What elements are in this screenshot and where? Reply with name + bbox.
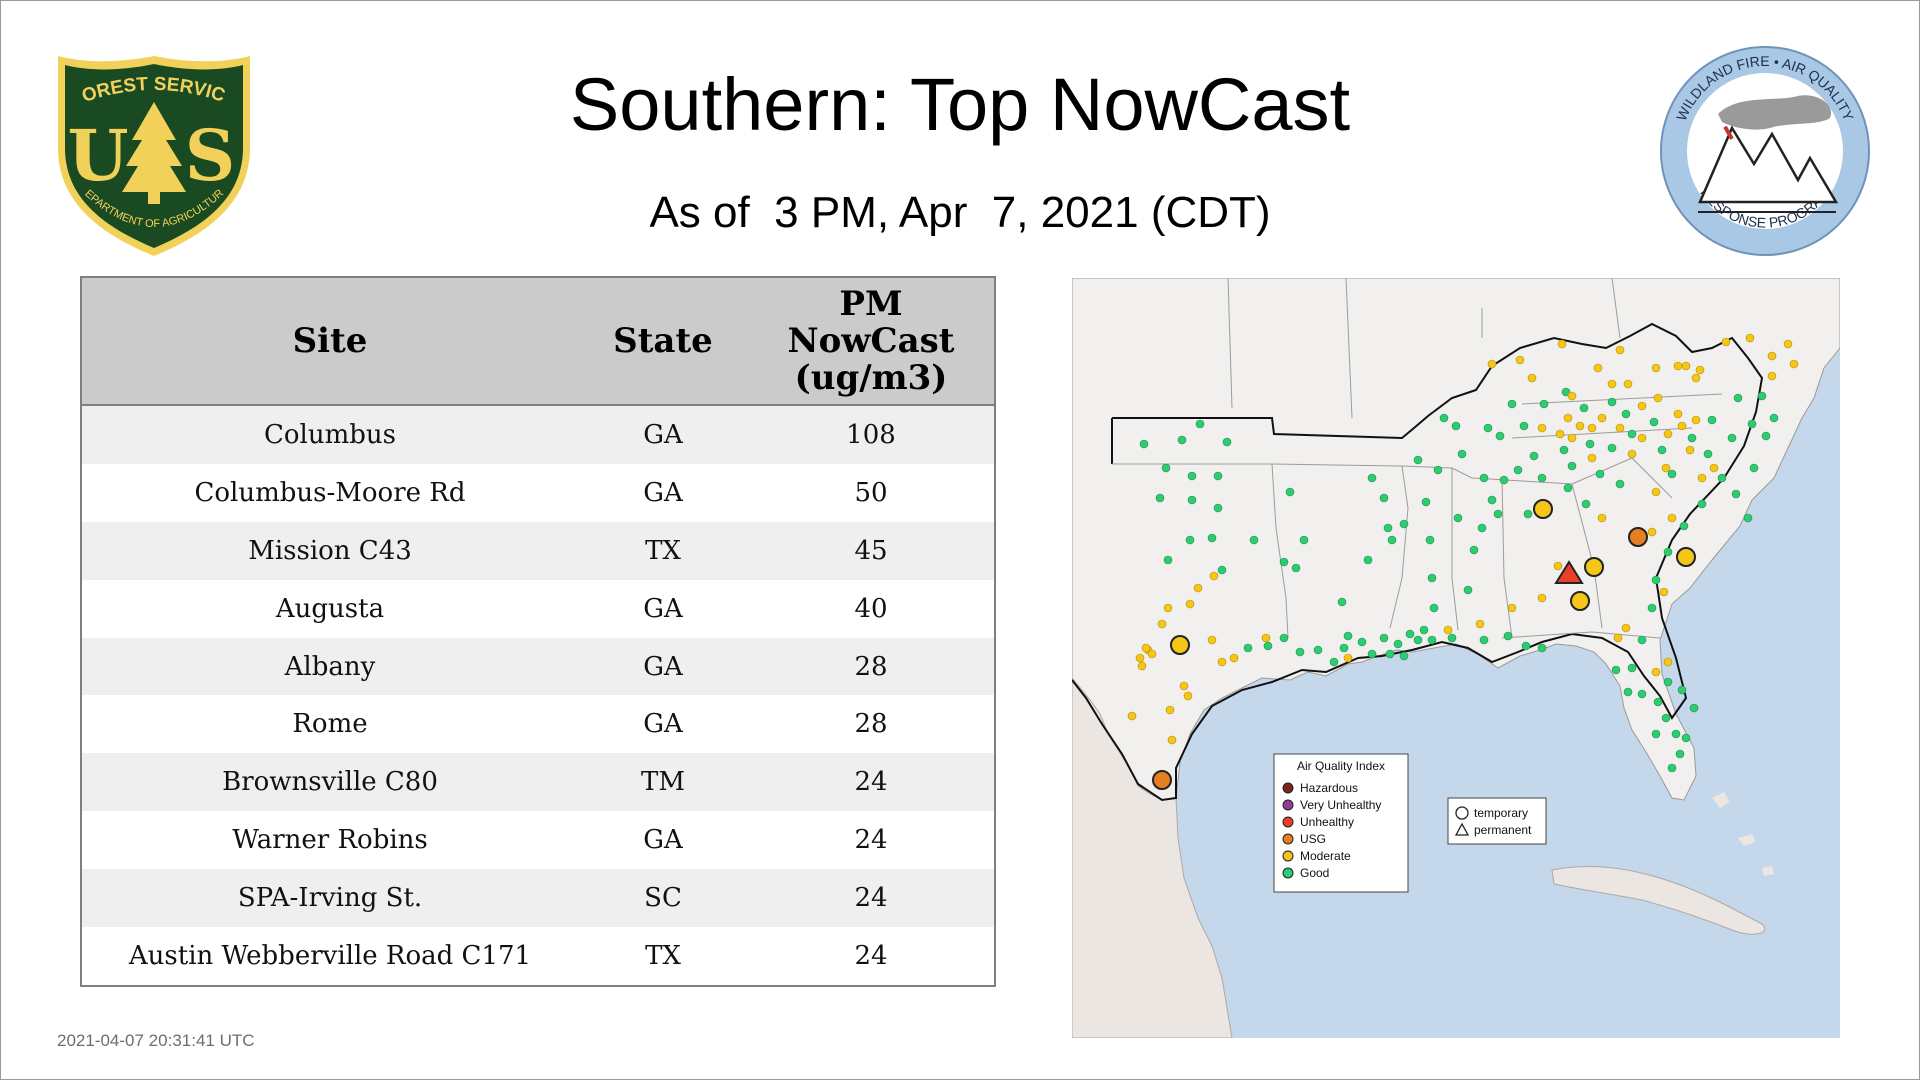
- table-row: Warner Robins GA 24: [82, 811, 994, 870]
- nowcast-table: Site State PM NowCast (ug/m3) Columbus GA…: [80, 276, 996, 987]
- site-spa-irving-marker: [1676, 547, 1696, 567]
- moderate-sites: [1127, 333, 1799, 745]
- cell-site: Austin Webberville Road C171: [82, 927, 578, 985]
- cell-value: 50: [748, 463, 994, 522]
- table-row: Albany GA 28: [82, 637, 994, 696]
- site-rome-marker: [1533, 499, 1553, 519]
- legend-permanent: permanent: [1474, 823, 1532, 837]
- table-row: SPA-Irving St. SC 24: [82, 869, 994, 928]
- table-row: Rome GA 28: [82, 695, 994, 754]
- legend-item-unhealthy: Unhealthy: [1282, 815, 1354, 829]
- cell-site: Albany: [82, 637, 578, 696]
- page-title: Southern: Top NowCast: [569, 63, 1351, 146]
- cell-value: 24: [748, 869, 994, 928]
- cell-state: GA: [578, 695, 748, 754]
- table-row: Columbus GA 108: [82, 405, 994, 464]
- map-land-cuba: [1551, 865, 1765, 935]
- cell-state: GA: [578, 463, 748, 522]
- cell-site: SPA-Irving St.: [82, 869, 578, 928]
- svg-text:USG: USG: [1300, 832, 1326, 846]
- cell-site: Brownsville C80: [82, 753, 578, 812]
- header-site: Site: [82, 278, 578, 406]
- site-columbus-marker: [1554, 560, 1584, 584]
- header-pm-nowcast: PM NowCast (ug/m3): [748, 278, 994, 406]
- aqi-legend: Air Quality Index Hazardous Very Unhealt…: [1273, 753, 1409, 893]
- svg-text:Unhealthy: Unhealthy: [1300, 815, 1354, 829]
- page-subtitle: As of 3 PM, Apr 7, 2021 (CDT): [649, 188, 1271, 237]
- header-pm-line3: (ug/m3): [794, 357, 948, 398]
- table-row: Augusta GA 40: [82, 579, 994, 638]
- svg-text:Moderate: Moderate: [1300, 849, 1351, 863]
- cell-value: 24: [748, 927, 994, 985]
- legend-item-usg: USG: [1282, 832, 1326, 846]
- cell-site: Mission C43: [82, 521, 578, 580]
- cell-state: TX: [578, 521, 748, 580]
- table-row: Austin Webberville Road C171 TX 24: [82, 927, 994, 985]
- site-mission-marker: [1152, 770, 1172, 790]
- cell-state: GA: [578, 405, 748, 464]
- svg-text:U: U: [67, 114, 128, 197]
- air-quality-map: Air Quality Index Hazardous Very Unhealt…: [1072, 278, 1840, 1038]
- cell-value: 28: [748, 695, 994, 754]
- usfs-shield-logo: FOREST SERVICE U S DEPARTMENT OF AGRICUL…: [50, 52, 250, 256]
- cell-state: GA: [578, 579, 748, 638]
- cell-value: 24: [748, 811, 994, 870]
- svg-text:Hazardous: Hazardous: [1300, 781, 1358, 795]
- cell-state: SC: [578, 869, 748, 928]
- table-row: Columbus-Moore Rd GA 50: [82, 463, 994, 522]
- svg-text:Good: Good: [1300, 866, 1329, 880]
- cell-site: Augusta: [82, 579, 578, 638]
- generated-timestamp: 2021-04-07 20:31:41 UTC: [57, 1031, 255, 1050]
- site-augusta-marker: [1628, 527, 1648, 547]
- cell-site: Columbus: [82, 405, 578, 464]
- legend-title: Air Quality Index: [1297, 759, 1385, 773]
- cell-state: TX: [578, 927, 748, 985]
- top-sites: [1152, 499, 1696, 790]
- map-land-bahamas: [1712, 792, 1774, 876]
- cell-value: 24: [748, 753, 994, 812]
- header-pm-line1: PM: [839, 283, 903, 324]
- site-columbus-moore-marker: [1584, 557, 1604, 577]
- header-state: State: [578, 278, 748, 406]
- legend-item-moderate: Moderate: [1282, 849, 1351, 863]
- cell-state: GA: [578, 811, 748, 870]
- cell-site: Warner Robins: [82, 811, 578, 870]
- good-sites: [1139, 387, 1779, 773]
- legend-item-very-unhealthy: Very Unhealthy: [1282, 798, 1381, 812]
- legend-item-hazardous: Hazardous: [1282, 781, 1358, 795]
- wildland-fire-air-quality-logo: WILDLAND FIRE • AIR QUALITY RESPONSE PRO…: [1660, 46, 1870, 256]
- cell-value: 28: [748, 637, 994, 696]
- table-row: Mission C43 TX 45: [82, 521, 994, 580]
- cell-value: 45: [748, 521, 994, 580]
- legend-item-good: Good: [1282, 866, 1329, 880]
- marker-shape-legend: temporary permanent: [1447, 797, 1547, 845]
- site-austin-marker: [1170, 635, 1190, 655]
- cell-state: TM: [578, 753, 748, 812]
- region-outline: [1072, 322, 1764, 802]
- svg-text:S: S: [185, 114, 236, 197]
- cell-value: 40: [748, 579, 994, 638]
- cell-site: Rome: [82, 695, 578, 754]
- cell-value: 108: [748, 405, 994, 464]
- legend-temporary: temporary: [1474, 806, 1528, 820]
- table-row: Brownsville C80 TM 24: [82, 753, 994, 812]
- permanent-shape-icon: [1454, 822, 1470, 836]
- cell-site: Columbus-Moore Rd: [82, 463, 578, 522]
- site-albany-marker: [1570, 591, 1590, 611]
- svg-text:Very Unhealthy: Very Unhealthy: [1300, 798, 1381, 812]
- cell-state: GA: [578, 637, 748, 696]
- header-pm-line2: NowCast: [787, 320, 955, 361]
- temporary-shape-icon: [1455, 806, 1469, 820]
